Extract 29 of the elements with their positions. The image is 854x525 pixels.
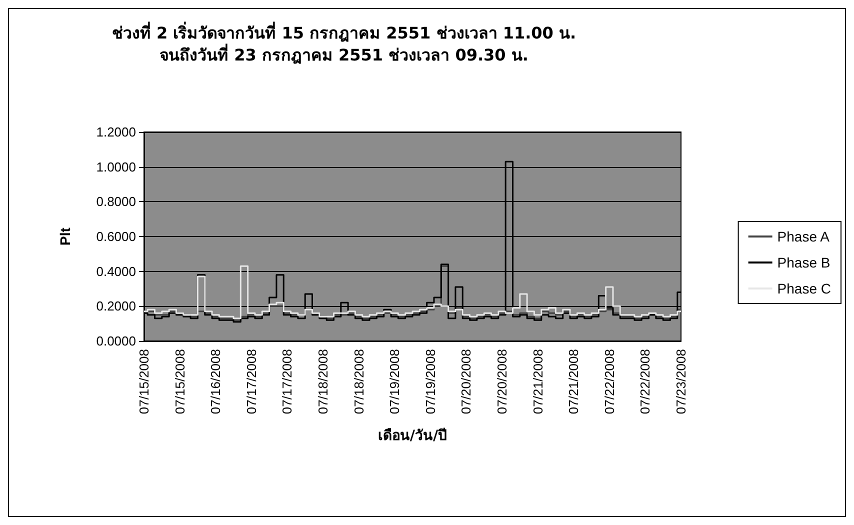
legend-label: Phase B [777,254,830,270]
y-tick-label: 1.0000 [96,159,136,174]
x-tick-label: 07/17/2008 [244,349,259,414]
x-tick-label: 07/21/2008 [530,349,546,414]
legend-label: Phase C [777,280,832,296]
x-tick-label: 07/18/2008 [351,349,366,414]
x-tick-label: 07/16/2008 [208,349,224,414]
x-tick-label: 07/15/2008 [136,349,152,414]
x-tick-label: 07/21/2008 [566,349,582,414]
x-tick-label: 07/20/2008 [458,349,474,414]
x-tick-label: 07/19/2008 [422,349,438,414]
x-tick-label: 07/15/2008 [172,349,188,414]
x-tick-label: 07/19/2008 [387,349,402,414]
y-tick-label: 0.4000 [96,264,136,279]
x-tick-label: 07/17/2008 [280,349,295,414]
y-tick-label: 0.8000 [96,194,136,210]
chart-title: ช่วงที่ 2 เริ่มวัดจากวันที่ 15 กรกฎาคม 2551 ช่วงเวลา 11.00 น. จนถึงวันที่ 23 กรกฎาคม 2551 ช่วงเวลา 09.30 น. [112,22,576,64]
x-tick-label: 07/20/2008 [494,349,510,414]
x-tick-label: 07/22/2008 [602,349,617,414]
x-tick-label: 07/23/2008 [674,349,688,414]
y-axis-title: Plt [57,227,73,246]
x-tick-label: 07/22/2008 [638,349,653,414]
y-tick-label: 1.2000 [96,124,136,140]
x-tick-label: 07/18/2008 [316,349,330,414]
y-tick-label: 0.0000 [96,334,136,348]
y-tick-label: 0.2000 [96,298,136,314]
x-axis-title: เดือน/วัน/ปี [378,428,448,444]
legend-label: Phase A [777,228,830,244]
y-tick-label: 0.6000 [96,229,136,244]
